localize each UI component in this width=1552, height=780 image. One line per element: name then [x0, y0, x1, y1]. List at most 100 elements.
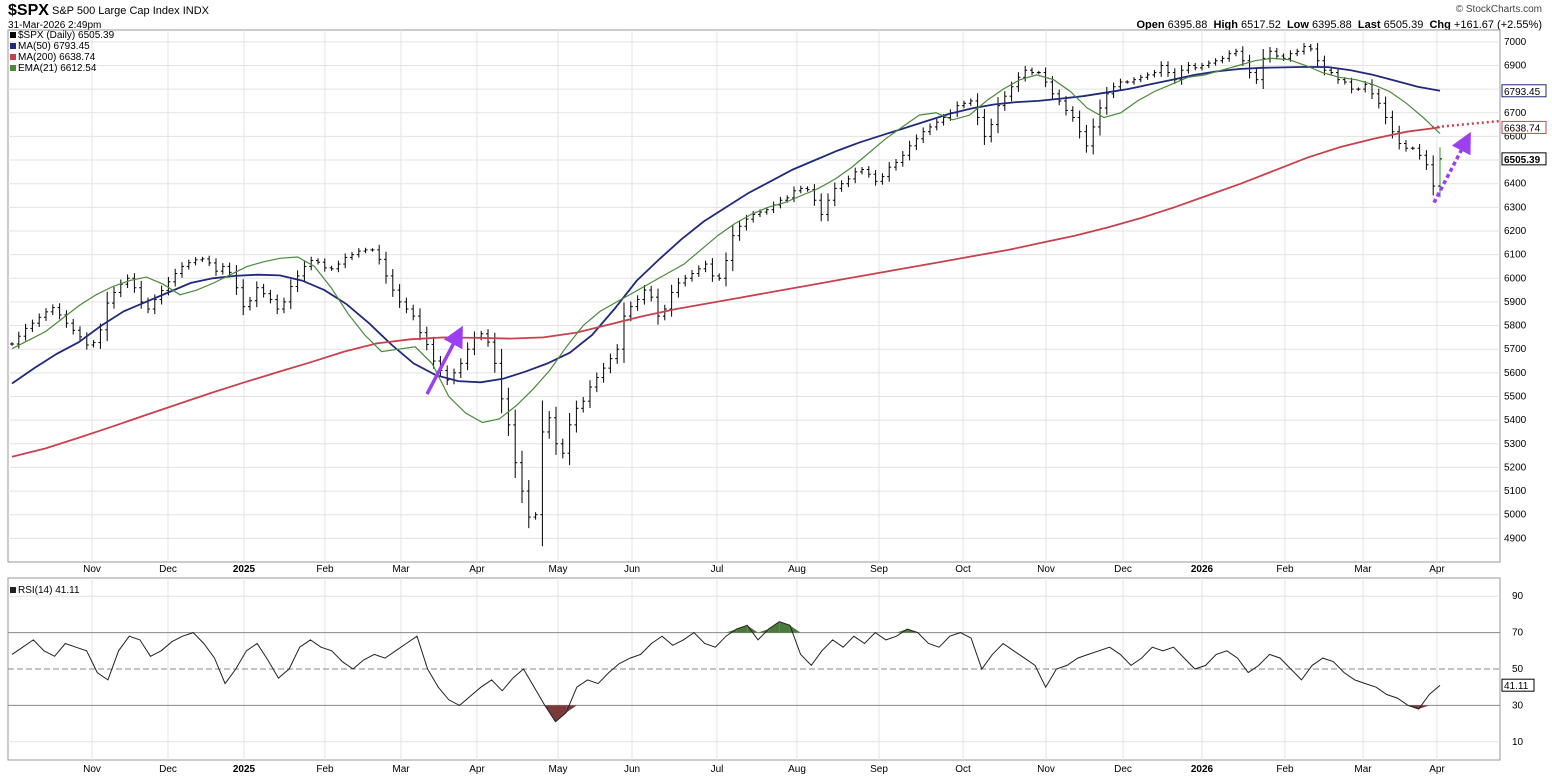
y-tick-label: 5000 [1504, 510, 1527, 521]
price-bar [322, 258, 327, 272]
price-bar [1138, 74, 1143, 83]
price-bar [1002, 91, 1007, 111]
y-tick-label: 4900 [1504, 533, 1527, 544]
price-bar [1404, 140, 1408, 152]
price-bar [390, 269, 395, 297]
legend-ma50: MA(50) 6793.45 [10, 41, 90, 52]
rsi-line [11, 621, 1441, 723]
price-bar [132, 273, 137, 293]
y-tick-label: 6700 [1504, 108, 1527, 119]
x-tick-label-rsi: 2025 [233, 764, 256, 775]
price-bar [118, 279, 123, 298]
price-bar [567, 412, 572, 466]
price-bar [846, 175, 851, 188]
x-tick-label: 2026 [1191, 564, 1214, 575]
price-bar [710, 258, 715, 282]
price-bar [832, 182, 837, 207]
x-tick-label-rsi: Feb [1276, 764, 1294, 775]
x-tick-label: Mar [1354, 564, 1372, 575]
x-tick-label: Apr [1429, 564, 1445, 575]
price-bar [1132, 77, 1136, 85]
price-bar [907, 140, 912, 161]
price-bar [1179, 65, 1184, 85]
price-bar [431, 336, 436, 369]
y-tick-label: 6400 [1504, 179, 1527, 190]
price-bar [1084, 124, 1089, 153]
price-bar [894, 159, 898, 171]
axis-labels: Nov Nov Dec Dec 2025 2025 Feb Feb Mar Mar Apr Apr Ma… [83, 37, 1547, 775]
price-bar [10, 342, 14, 346]
price-bar [1220, 55, 1225, 64]
price-bar [329, 265, 334, 271]
legend-rsi-swatch [10, 587, 16, 594]
x-tick-label-rsi: Dec [1114, 764, 1132, 775]
open-value: 6395.88 [1167, 19, 1208, 31]
price-frame [7, 29, 1501, 563]
price-bar [200, 256, 205, 262]
price-bar [601, 363, 606, 383]
price-bar [853, 167, 858, 184]
legend-price-swatch [10, 32, 16, 39]
price-bar [982, 108, 987, 145]
price-bar [1186, 62, 1191, 74]
price-bar [227, 262, 232, 277]
price-bar [1050, 76, 1055, 100]
price-bar [676, 277, 681, 298]
price-bar [778, 196, 783, 209]
price-bar [37, 313, 42, 328]
price-bar [173, 268, 178, 287]
price-bar [370, 248, 375, 252]
price-bar [928, 123, 932, 136]
price-bar [696, 265, 701, 277]
price-bar [193, 257, 198, 266]
chart-header: $SPX S&P 500 Large Cap Index INDX 31-Mar… [8, 2, 1544, 32]
price-bar [404, 297, 409, 314]
y-tick-label: 7000 [1504, 37, 1527, 48]
price-grid [7, 29, 1501, 563]
arrow-projection [1432, 131, 1471, 204]
ema21-line [11, 57, 1441, 424]
price-bar [1152, 70, 1157, 78]
price-bar [1104, 87, 1109, 115]
x-tick-label-rsi: Jul [711, 764, 724, 775]
price-bar [30, 319, 35, 332]
y-tick-label: 5200 [1504, 462, 1527, 473]
y-tick-label: 5800 [1504, 321, 1527, 332]
price-bar [1166, 61, 1170, 77]
x-tick-label: Mar [392, 564, 410, 575]
price-bar [560, 438, 565, 459]
price-bar [860, 166, 864, 175]
open-label: Open [1136, 19, 1165, 31]
price-bar [581, 396, 586, 413]
y-tick-label: 6200 [1504, 226, 1527, 237]
price-bar [608, 353, 613, 374]
price-bar [792, 186, 796, 203]
price-bar [1308, 43, 1313, 52]
high-value: 6517.52 [1241, 19, 1281, 31]
price-bar [1016, 72, 1021, 92]
price-bar [397, 284, 402, 308]
price-bar [1057, 89, 1062, 106]
price-bar [628, 301, 633, 322]
price-marks [10, 42, 1501, 547]
y-tick-label: 5900 [1504, 297, 1527, 308]
price-bar [1302, 43, 1306, 55]
price-bar [234, 265, 239, 295]
x-tick-label-rsi: Apr [469, 764, 485, 775]
arrow-march [425, 325, 463, 395]
price-bar [112, 286, 116, 309]
legend-ema21-label: EMA(21) 6612.54 [18, 63, 97, 74]
x-tick-label-rsi: 2026 [1191, 764, 1214, 775]
price-bar [737, 221, 742, 241]
price-bar [1200, 62, 1204, 71]
price-bar [540, 400, 545, 547]
price-last-box [1501, 152, 1547, 166]
price-bar [887, 162, 892, 182]
rsi-overbought-fill [779, 621, 790, 633]
price-bar [452, 368, 456, 385]
price-bar [1070, 106, 1075, 122]
price-bar [914, 134, 919, 151]
price-bar [1315, 42, 1320, 67]
ma50-last-box [1501, 84, 1547, 98]
price-bar [316, 258, 320, 265]
